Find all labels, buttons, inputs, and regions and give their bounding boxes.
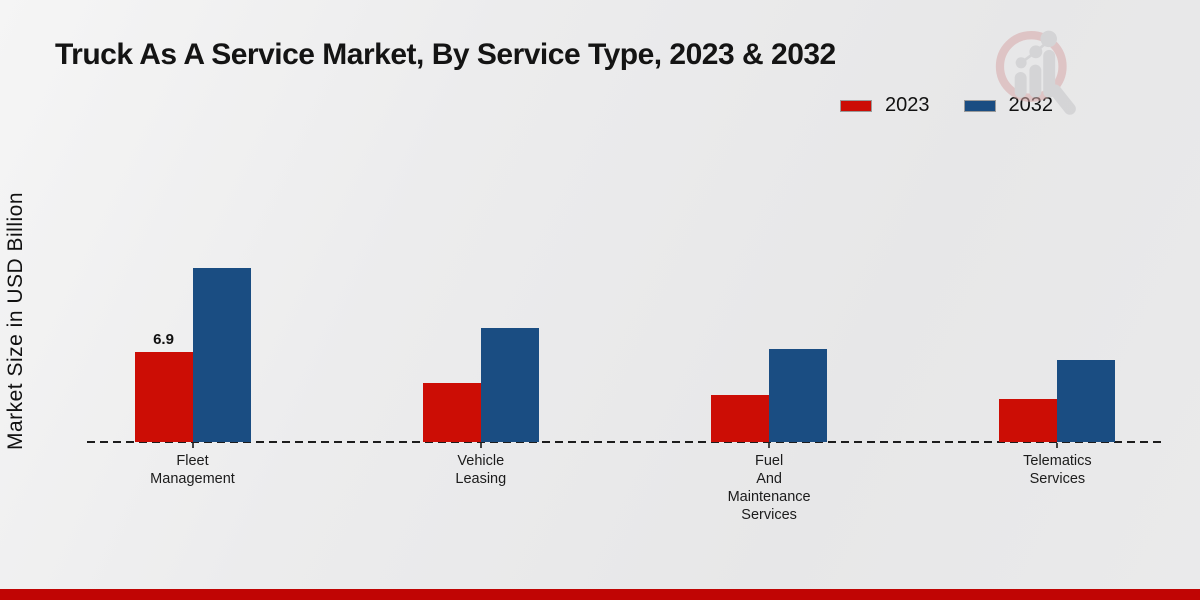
legend-swatch-icon <box>840 99 872 112</box>
chart-title: Truck As A Service Market, By Service Ty… <box>55 38 836 71</box>
bar-2023-telematics-services <box>999 398 1058 442</box>
bar-2032-vehicle-leasing <box>480 328 539 442</box>
category-label: Fleet Management <box>150 453 235 487</box>
axis-tick <box>768 443 771 448</box>
axis-tick <box>1056 443 1059 448</box>
x-axis-baseline <box>87 441 1163 443</box>
bar-2023-fuel-and-maintenance-services <box>711 395 770 442</box>
bar-2032-fleet-management <box>192 268 251 442</box>
footer-accent-strip <box>0 589 1200 600</box>
category-label: Fuel And Maintenance Services <box>727 453 811 523</box>
category-label: Vehicle Leasing <box>455 453 507 487</box>
axis-tick <box>479 443 482 448</box>
legend-swatch-icon <box>963 99 996 112</box>
legend-label: 2023 <box>885 94 930 116</box>
bar-2032-fuel-and-maintenance-services <box>769 349 828 442</box>
bar-value-label: 6.9 <box>153 330 174 348</box>
bar-2023-fleet-management <box>134 351 193 442</box>
bar-2023-vehicle-leasing <box>422 383 481 442</box>
axis-tick <box>191 443 194 448</box>
bar-2032-telematics-services <box>1057 359 1116 442</box>
chart-magnifier-logo-icon <box>995 30 1076 115</box>
legend-item-2023: 2023 <box>840 94 930 117</box>
category-label: Telematics Services <box>1023 453 1092 487</box>
